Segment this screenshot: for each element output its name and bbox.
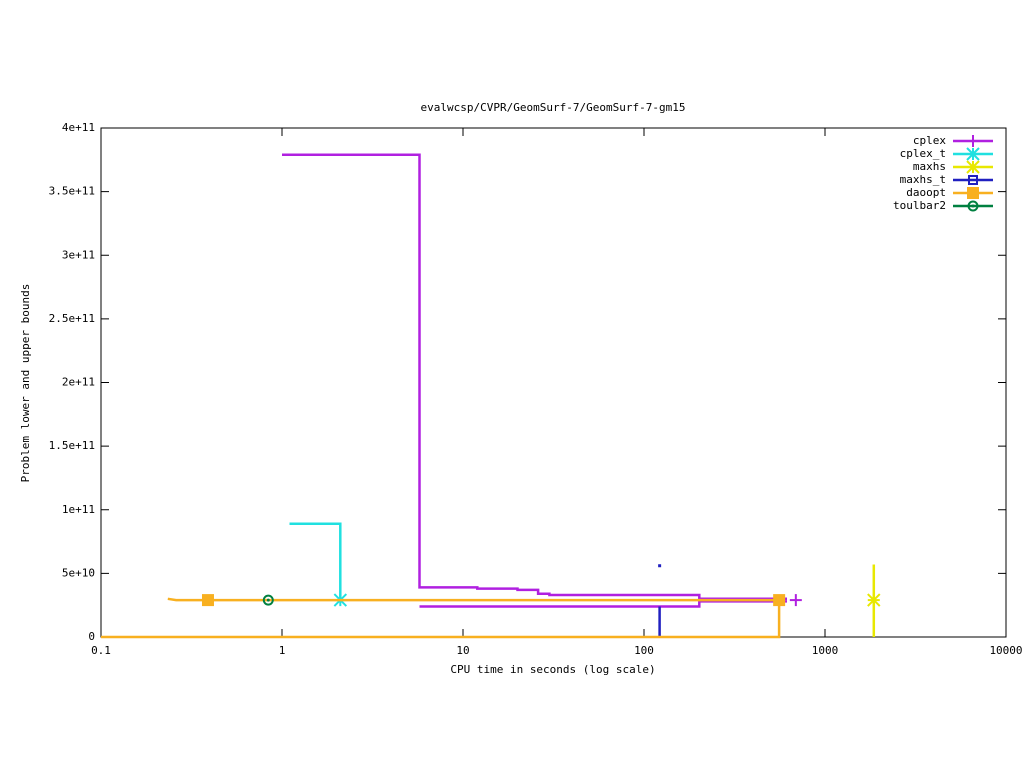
legend-label: daoopt [906, 186, 946, 199]
x-tick-label: 1 [279, 644, 286, 657]
marker-part [262, 594, 274, 606]
marker-part [966, 147, 980, 161]
x-tick-label: 0.1 [91, 644, 111, 657]
legend-marker [967, 135, 979, 147]
legend-label: cplex [913, 134, 946, 147]
series-line [167, 597, 780, 602]
series-marker [262, 594, 274, 606]
chart-title: evalwcsp/CVPR/GeomSurf-7/GeomSurf-7-gm15 [421, 101, 686, 114]
marker-part [967, 200, 979, 212]
legend-label: maxhs [913, 160, 946, 173]
series-line [289, 522, 342, 601]
x-tick-label: 100 [634, 644, 654, 657]
series-marker [789, 594, 802, 607]
legend-marker [968, 175, 978, 185]
y-tick-label: 2.5e+11 [49, 312, 95, 325]
x-tick-label: 10 [456, 644, 469, 657]
series-line [282, 153, 787, 601]
x-tick-label: 10000 [989, 644, 1022, 657]
legend-marker [967, 187, 979, 199]
legend-marker [966, 160, 980, 174]
marker-part [971, 204, 975, 208]
y-tick-label: 3.5e+11 [49, 185, 95, 198]
series-marker [201, 594, 214, 607]
y-tick-label: 1.5e+11 [49, 439, 95, 452]
marker-part [968, 175, 978, 185]
series-line [101, 600, 781, 639]
marker-part [966, 160, 980, 174]
legend-label: maxhs_t [900, 173, 946, 186]
legend-marker [966, 147, 980, 161]
series-marker [773, 594, 786, 607]
marker-part [201, 594, 214, 607]
y-tick-label: 1e+11 [62, 503, 95, 516]
legend-label: cplex_t [900, 147, 946, 160]
series-marker [867, 593, 881, 607]
x-axis-label: CPU time in seconds (log scale) [450, 663, 655, 676]
y-axis-label: Problem lower and upper bounds [19, 284, 32, 483]
y-tick-label: 4e+11 [62, 121, 95, 134]
x-tick-label: 1000 [812, 644, 839, 657]
y-tick-label: 3e+11 [62, 248, 95, 261]
y-tick-label: 2e+11 [62, 376, 95, 389]
legend-marker [967, 200, 979, 212]
legend-label: toulbar2 [893, 199, 946, 212]
data-point [658, 564, 662, 568]
marker-part [773, 594, 786, 607]
series-line [419, 600, 787, 608]
marker-part [867, 593, 881, 607]
marker-part [967, 187, 979, 199]
marker-part [266, 598, 270, 602]
y-tick-label: 5e+10 [62, 566, 95, 579]
y-tick-label: 0 [88, 630, 95, 643]
